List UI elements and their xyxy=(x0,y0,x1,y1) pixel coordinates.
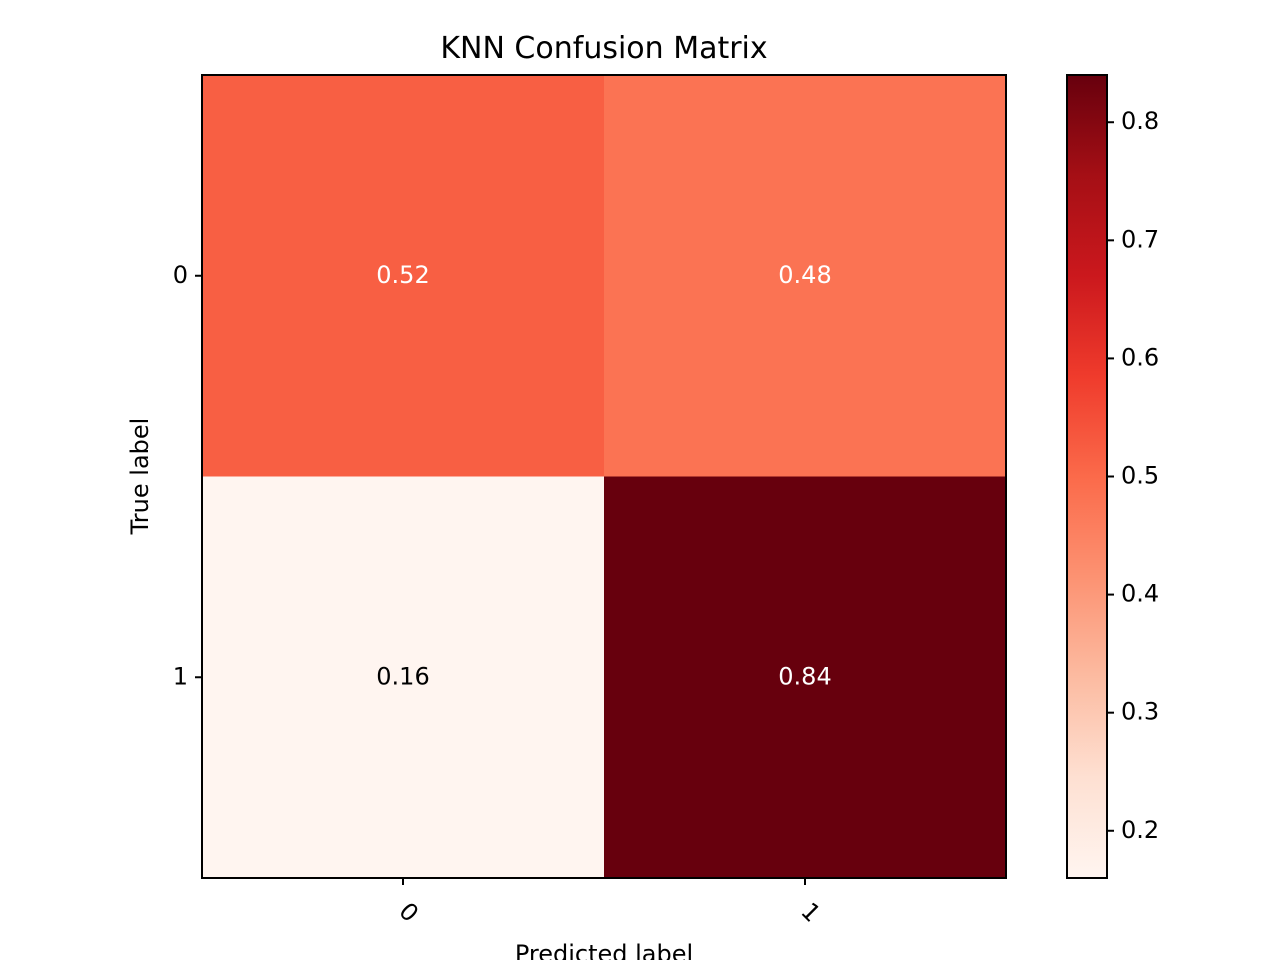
heatmap-cell-r0-c0 xyxy=(202,75,605,477)
chart-title: KNN Confusion Matrix xyxy=(440,31,767,66)
heatmap-cell-r1-c1 xyxy=(604,476,1007,879)
y-axis-ticks: 01 xyxy=(173,261,202,690)
colorbar-tick-label: 0.2 xyxy=(1121,816,1159,844)
colorbar-tick-label: 0.4 xyxy=(1121,580,1159,608)
cell-value-label: 0.84 xyxy=(778,662,831,690)
y-tick-label: 0 xyxy=(173,261,188,289)
y-axis-label: True label xyxy=(126,418,154,536)
heatmap-cell-r1-c0 xyxy=(202,476,605,879)
x-axis-label: Predicted label xyxy=(515,940,693,960)
heatmap-cell-labels: 0.52 0.48 0.16 0.84 xyxy=(376,261,831,691)
colorbar-tick-label: 0.7 xyxy=(1121,225,1159,253)
colorbar-tick-label: 0.3 xyxy=(1121,698,1159,726)
y-tick-label: 1 xyxy=(173,662,188,690)
cell-value-label: 0.16 xyxy=(376,662,429,690)
cell-value-label: 0.48 xyxy=(778,261,831,289)
colorbar-tick-label: 0.8 xyxy=(1121,107,1159,135)
colorbar-tick-label: 0.6 xyxy=(1121,343,1159,371)
heatmap-cell-r0-c1 xyxy=(604,75,1007,477)
x-tick-label: 1 xyxy=(795,897,826,928)
colorbar-tick-label: 0.5 xyxy=(1121,462,1159,490)
x-tick-label: 0 xyxy=(393,897,424,928)
plot-frame xyxy=(201,74,1007,879)
colorbar xyxy=(1067,75,1107,878)
colorbar-ticks: 0.2 0.3 0.4 0.5 0.6 0.7 0.8 xyxy=(1107,107,1159,844)
cell-value-label: 0.52 xyxy=(376,261,429,289)
heatmap-cells xyxy=(202,75,1007,879)
